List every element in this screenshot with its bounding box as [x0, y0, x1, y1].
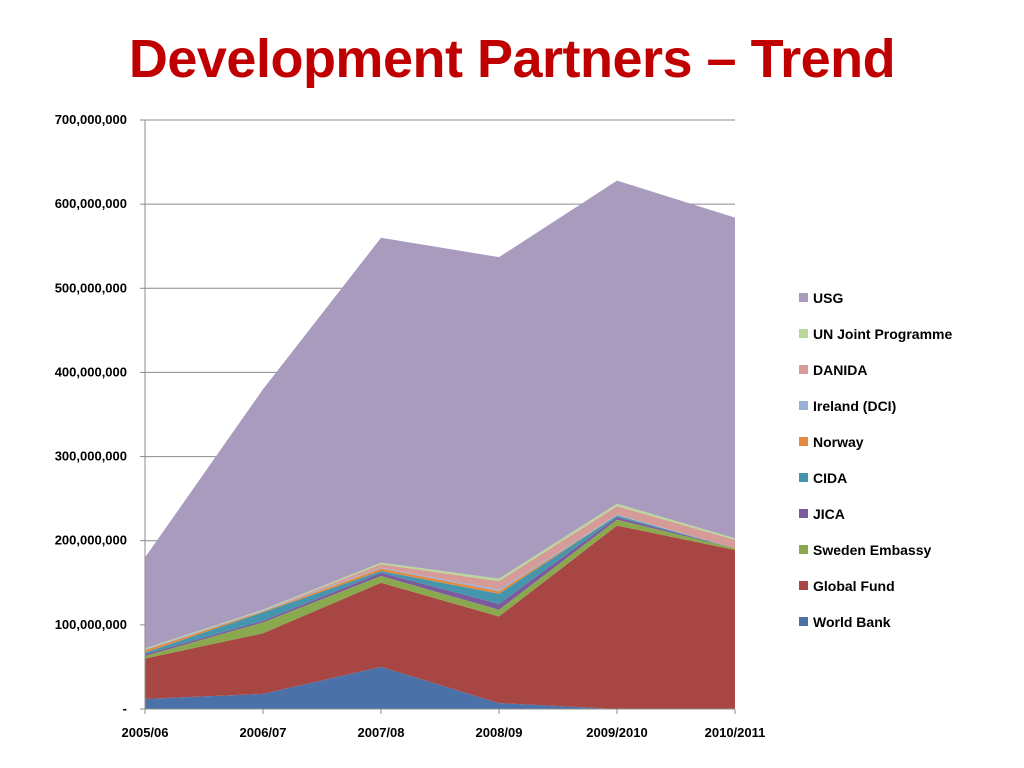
- series-areas: [145, 180, 735, 709]
- area-cida: [145, 515, 735, 655]
- legend-swatch: [799, 365, 808, 374]
- legend-label: JICA: [813, 506, 845, 522]
- legend-swatch: [799, 437, 808, 446]
- legend-item-un-joint-programme: UN Joint Programme: [799, 326, 952, 342]
- legend: USG UN Joint Programme DANIDA Ireland (DCI)…: [799, 290, 952, 630]
- legend-item-norway: Norway: [799, 434, 864, 450]
- y-tick-label: 200,000,000: [55, 533, 127, 548]
- legend-label: Norway: [813, 434, 864, 450]
- legend-swatch: [799, 509, 808, 518]
- y-axis-tick-labels: - 100,000,000 200,000,000 300,000,000 400,00…: [55, 112, 127, 716]
- y-tick-label: 600,000,000: [55, 196, 127, 211]
- legend-swatch: [799, 581, 808, 590]
- y-tick-label: 300,000,000: [55, 449, 127, 464]
- y-tick-label: 500,000,000: [55, 280, 127, 295]
- x-tick-label: 2010/2011: [705, 725, 766, 740]
- legend-swatch: [799, 545, 808, 554]
- legend-item-danida: DANIDA: [799, 362, 867, 378]
- legend-item-cida: CIDA: [799, 470, 847, 486]
- x-tick-label: 2009/2010: [586, 725, 647, 740]
- y-tick-label: 700,000,000: [55, 112, 127, 127]
- legend-label: CIDA: [813, 470, 847, 486]
- legend-label: DANIDA: [813, 362, 867, 378]
- x-tick-label: 2008/09: [476, 725, 523, 740]
- axes: [140, 119, 736, 714]
- x-axis-tick-labels: 2005/06 2006/07 2007/08 2008/09 2009/2010 201…: [122, 725, 766, 740]
- y-tick-label: 100,000,000: [55, 617, 127, 632]
- legend-label: World Bank: [813, 614, 891, 630]
- x-tick-label: 2005/06: [122, 725, 169, 740]
- area-danida: [145, 506, 735, 650]
- legend-swatch: [799, 293, 808, 302]
- legend-item-sweden-embassy: Sweden Embassy: [799, 542, 931, 558]
- legend-item-world-bank: World Bank: [799, 614, 891, 630]
- legend-label: Ireland (DCI): [813, 398, 896, 414]
- legend-label: Global Fund: [813, 578, 895, 594]
- legend-swatch: [799, 617, 808, 626]
- y-tick-label: -: [123, 701, 127, 716]
- legend-swatch: [799, 473, 808, 482]
- legend-item-ireland-dci: Ireland (DCI): [799, 398, 896, 414]
- legend-item-jica: JICA: [799, 506, 845, 522]
- legend-item-usg: USG: [799, 290, 843, 306]
- y-tick-label: 400,000,000: [55, 364, 127, 379]
- legend-label: UN Joint Programme: [813, 326, 952, 342]
- legend-swatch: [799, 401, 808, 410]
- legend-label: Sweden Embassy: [813, 542, 931, 558]
- legend-label: USG: [813, 290, 843, 306]
- x-tick-label: 2006/07: [240, 725, 287, 740]
- x-tick-label: 2007/08: [358, 725, 405, 740]
- area-global-fund: [145, 525, 735, 709]
- slide-title: Development Partners – Trend: [128, 29, 896, 89]
- area-usg: [145, 180, 735, 649]
- area-sweden-embassy: [145, 519, 735, 659]
- legend-item-global-fund: Global Fund: [799, 578, 895, 594]
- legend-swatch: [799, 329, 808, 338]
- area-world-bank: [145, 666, 735, 709]
